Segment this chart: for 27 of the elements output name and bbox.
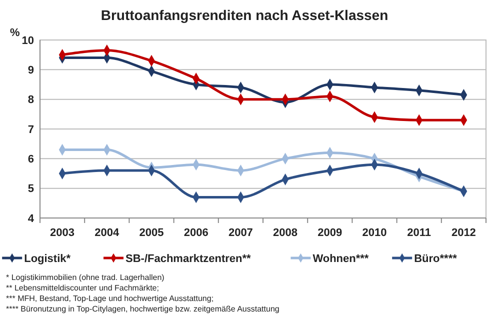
legend-label: Büro****	[414, 252, 458, 265]
x-tick-label: 2008	[273, 227, 298, 239]
y-axis-title: %	[10, 27, 20, 39]
text: * Logistikimmobilien (ohne trad. Lagerhallen)	[6, 273, 165, 282]
y-tick-label: 5	[28, 183, 34, 196]
text: *** MFH, Bestand, Top-Lage und hochwertige Ausstattung;	[6, 294, 214, 303]
text: ** Lebensmitteldiscounter und Fachmärkte;	[6, 284, 159, 292]
legend-label: SB-/Fachmarktzentren**	[126, 252, 252, 265]
y-tick-label: 9	[28, 64, 34, 77]
x-tick-label: 2011	[407, 227, 432, 239]
y-tick-label: 6	[28, 154, 34, 166]
y-tick-label: 8	[28, 94, 34, 106]
x-tick-label: 2007	[228, 227, 253, 239]
x-tick-label: 2010	[362, 227, 387, 239]
x-tick-label: 2005	[139, 227, 164, 239]
y-tick-label: 10	[22, 34, 34, 47]
legend-label: Logistik*	[24, 252, 72, 265]
x-tick-label: 2006	[184, 227, 208, 239]
y-tick-label: 7	[28, 124, 34, 136]
x-tick-label: 2012	[451, 227, 476, 239]
y-tick-label: 4	[28, 212, 35, 225]
legend-label: Wohnen***	[312, 252, 370, 265]
x-tick-label: 2003	[50, 227, 75, 239]
x-tick-label: 2009	[318, 227, 342, 239]
x-tick-label: 2004	[94, 227, 120, 239]
chart-title: Bruttoanfangsrenditen nach Asset-Klassen	[100, 7, 388, 23]
text: **** Büronutzung in Top-Citylagen, hochwertige bzw. zeitgemäße Ausstattung	[6, 304, 280, 314]
